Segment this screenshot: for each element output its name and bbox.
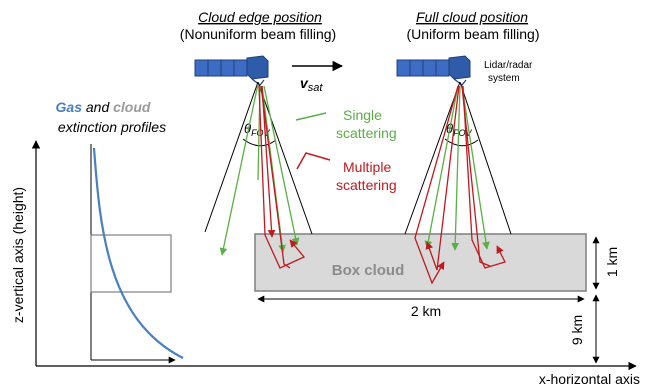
width-dimension-label: 2 km: [411, 303, 441, 319]
legend-multiple-line2: scattering: [336, 177, 397, 193]
x-axis-label: x-horizontal axis: [539, 371, 640, 387]
gas-word: Gas: [56, 99, 83, 115]
and-word: and: [86, 99, 111, 115]
satellite-left-icon: [194, 55, 269, 86]
right-single-scattering-rays: [424, 85, 490, 251]
box-cloud: [254, 233, 587, 292]
right-position-title: Full cloud position: [416, 9, 528, 25]
system-label-line1: Lidar/radar: [484, 60, 533, 71]
right-multiple-scattering-rays: [414, 85, 506, 285]
cloud-word: cloud: [113, 99, 151, 115]
legend-single-line: [295, 112, 327, 121]
extinction-title-line1: Gas and cloud: [56, 99, 151, 115]
gas-extinction-curve: [92, 147, 184, 359]
cloud-extinction-profile: [90, 234, 172, 293]
altitude-dimension-label: 9 km: [569, 315, 585, 345]
legend-multiple-line: [296, 152, 331, 170]
left-position-subtitle: (Nonuniform beam filling): [180, 26, 336, 42]
left-position-title: Cloud edge position: [198, 9, 322, 25]
right-position-subtitle: (Uniform beam filling): [406, 26, 539, 42]
extinction-title-line2: extinction profiles: [58, 119, 166, 135]
velocity-symbol: v: [300, 75, 309, 91]
height-dimension-label: 1 km: [604, 247, 620, 277]
system-label-line2: system: [488, 73, 520, 84]
extinction-inset: [90, 144, 184, 364]
box-cloud-label: Box cloud: [332, 262, 405, 279]
legend-multiple-line1: Multiple: [343, 159, 391, 175]
velocity-label: vsat: [300, 75, 323, 94]
z-axis-label: z-vertical axis (height): [10, 187, 26, 323]
left-multiple-scattering-rays: [258, 85, 306, 269]
satellite-right-icon: [396, 55, 471, 86]
legend-single-line1: Single: [343, 107, 382, 123]
legend-single-line2: scattering: [336, 125, 397, 141]
velocity-subscript: sat: [308, 82, 324, 94]
